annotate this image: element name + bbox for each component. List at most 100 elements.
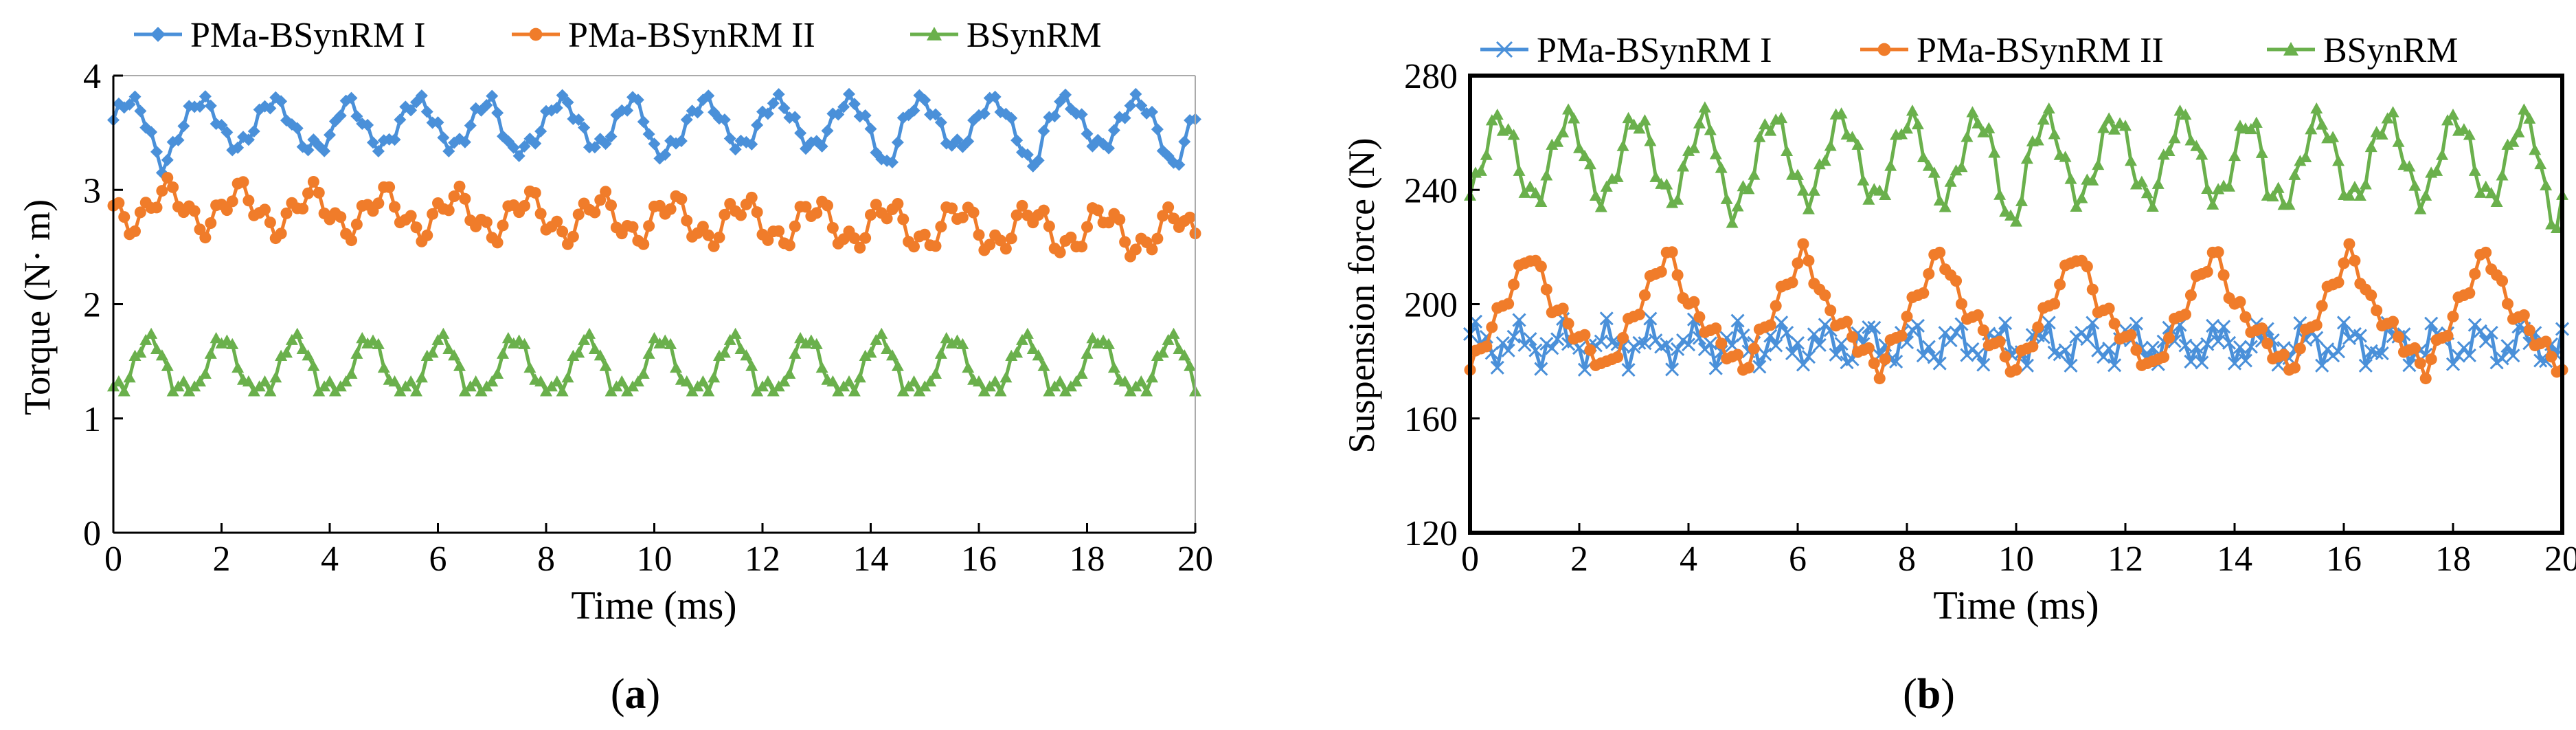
data-point [729, 327, 742, 339]
data-point [1785, 346, 1800, 361]
data-point [2283, 198, 2296, 210]
data-point [583, 327, 596, 339]
data-point [280, 207, 293, 219]
chart-a-series [107, 87, 1201, 397]
chart-b-series-3 [1464, 101, 2568, 233]
data-point [2551, 221, 2564, 233]
data-point [1665, 362, 1680, 377]
data-point [1065, 231, 1077, 243]
data-point [313, 186, 325, 199]
chart-a-series-3 [107, 327, 1201, 397]
data-point [783, 367, 796, 379]
data-point [1944, 175, 1957, 187]
data-point [345, 91, 358, 104]
data-point [507, 141, 520, 154]
legend-marker [150, 27, 166, 42]
data-point [934, 347, 947, 359]
legend-marker [1495, 41, 1513, 58]
data-point [734, 342, 747, 355]
data-point [2158, 351, 2170, 364]
data-point [1535, 261, 1547, 273]
data-point [2020, 153, 2033, 164]
data-point [2469, 267, 2481, 280]
data-point [578, 121, 591, 134]
data-point [345, 367, 358, 379]
data-point [2288, 168, 2301, 180]
data-point [2533, 353, 2548, 368]
data-point [1934, 246, 1946, 258]
data-point [1895, 329, 1908, 342]
data-point [1748, 168, 1761, 180]
data-point [2228, 149, 2241, 162]
data-point [302, 144, 315, 157]
data-point [1682, 144, 1695, 156]
data-point [1103, 142, 1115, 155]
data-point [1156, 346, 1169, 358]
data-point [1792, 168, 1804, 180]
data-point [2103, 112, 2116, 124]
data-point [2064, 358, 2078, 373]
data-point [2316, 118, 2329, 130]
data-point [1819, 289, 1831, 302]
data-point [1655, 265, 1667, 278]
data-point [420, 105, 433, 118]
legend-item-1: PMa-BSynRM I [1480, 31, 1772, 70]
data-point [924, 375, 937, 387]
data-point [1016, 199, 1028, 212]
data-point [631, 375, 644, 387]
data-point [297, 203, 309, 215]
data-point [815, 362, 828, 373]
data-point [589, 206, 601, 219]
data-point [1910, 318, 1925, 333]
data-point [324, 129, 336, 142]
data-point [464, 119, 477, 132]
data-point [1010, 346, 1024, 358]
data-point [1917, 287, 1930, 299]
data-point [556, 225, 569, 238]
data-point [318, 144, 331, 157]
data-point [2211, 334, 2226, 349]
data-point [2392, 135, 2405, 147]
data-point [2523, 324, 2535, 336]
data-point [767, 97, 780, 110]
data-point [897, 213, 909, 225]
data-point [1742, 183, 1755, 195]
data-point [2332, 276, 2345, 289]
data-point [405, 104, 418, 117]
data-point [1617, 332, 1629, 344]
data-point [870, 199, 882, 211]
data-point [372, 338, 385, 349]
data-point [221, 204, 233, 217]
data-point [994, 385, 1007, 397]
chart-b-ytick-label: 280 [1404, 57, 1458, 96]
data-point [1059, 88, 1072, 101]
data-point [1906, 104, 1919, 116]
data-point [1589, 189, 1602, 201]
data-point [1005, 349, 1018, 362]
data-point [691, 106, 704, 119]
data-point [2064, 173, 2077, 184]
data-point [843, 87, 855, 100]
data-point [550, 102, 563, 115]
data-point [188, 205, 201, 217]
data-point [480, 216, 493, 228]
data-point [605, 130, 618, 143]
data-point [578, 333, 591, 345]
data-point [2386, 106, 2399, 118]
chart-b-series [1462, 101, 2570, 385]
data-point [2371, 305, 2383, 317]
chart-b-legend: PMa-BSynRM I PMa-BSynRM II BSynRM [1480, 31, 2459, 70]
data-point [1173, 158, 1186, 171]
data-point [1600, 180, 1613, 192]
chart-a-ytick-label: 0 [83, 514, 101, 553]
data-point [410, 385, 422, 397]
data-point [2419, 189, 2432, 201]
data-point [561, 371, 574, 383]
data-point [2365, 289, 2377, 302]
data-point [621, 104, 634, 117]
data-point [1813, 158, 1826, 170]
data-point [1612, 351, 1624, 364]
data-point [946, 202, 958, 214]
data-point [600, 186, 612, 198]
data-point [2031, 134, 2044, 146]
